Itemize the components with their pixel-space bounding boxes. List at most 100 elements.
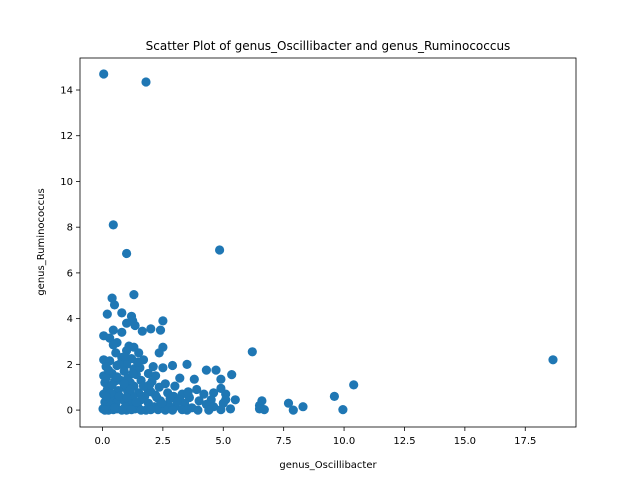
data-point: [125, 384, 135, 395]
data-point: [160, 405, 170, 415]
data-point: [122, 392, 132, 403]
data-point: [167, 405, 178, 415]
data-point: [146, 324, 156, 334]
data-point: [216, 374, 226, 384]
data-point: [170, 381, 180, 391]
data-point: [338, 405, 348, 415]
x-tick-label: 7.5: [276, 436, 292, 447]
data-point: [146, 405, 156, 415]
x-tick-label: 10.0: [333, 436, 355, 447]
y-tick-label: 14: [60, 86, 73, 97]
data-point: [209, 388, 219, 398]
data-point: [230, 395, 240, 405]
data-point: [103, 365, 114, 375]
data-point: [132, 357, 143, 367]
data-point: [122, 248, 132, 259]
data-point: [128, 368, 138, 379]
x-axis-label: genus_Oscillibacter: [279, 460, 377, 471]
data-point: [138, 381, 149, 391]
data-point: [119, 366, 129, 376]
data-point: [130, 320, 140, 331]
y-tick-label: 10: [60, 177, 73, 188]
data-point: [193, 405, 203, 415]
data-point: [211, 365, 221, 375]
data-point: [114, 391, 124, 401]
data-point: [182, 359, 192, 369]
data-point: [225, 404, 236, 414]
data-point: [167, 360, 178, 371]
x-tick-label: 5.0: [215, 436, 231, 447]
data-point: [548, 355, 558, 365]
y-tick-label: 12: [60, 131, 73, 142]
data-point: [109, 403, 120, 413]
data-point: [107, 380, 117, 390]
data-point: [201, 365, 211, 375]
data-point: [112, 372, 122, 382]
x-axis-ticks: 0.0 2.5 5.0 7.5 10.0 12.5 15.0 17.5: [95, 427, 536, 447]
data-points: [98, 69, 558, 415]
y-tick-label: 4: [67, 314, 73, 325]
y-axis-ticks: 0 2 4 6 8 10 12 14: [60, 86, 80, 417]
data-point: [154, 348, 164, 358]
data-point: [151, 390, 161, 400]
data-point: [108, 325, 118, 335]
data-point: [215, 245, 225, 255]
y-axis-label: genus_Ruminococcus: [36, 188, 47, 295]
data-point: [100, 405, 110, 415]
data-point: [117, 308, 127, 318]
data-point: [158, 316, 168, 326]
data-point: [329, 391, 339, 401]
data-point: [192, 384, 202, 395]
data-point: [227, 370, 237, 380]
data-point: [101, 391, 111, 401]
data-point: [108, 340, 118, 350]
data-point: [102, 309, 112, 319]
data-point: [136, 405, 146, 415]
data-point: [216, 405, 226, 415]
x-tick-label: 0.0: [95, 436, 111, 447]
chart-title: Scatter Plot of genus_Oscillibacter and …: [146, 39, 511, 53]
data-point: [101, 373, 111, 383]
data-point: [126, 405, 137, 415]
data-point: [148, 362, 158, 372]
data-point: [172, 397, 182, 407]
data-point: [158, 363, 168, 373]
data-point: [288, 405, 298, 415]
data-point: [154, 382, 164, 392]
data-point: [109, 300, 120, 310]
data-point: [117, 405, 127, 415]
data-point: [183, 387, 193, 397]
y-tick-label: 8: [67, 223, 73, 234]
data-point: [189, 374, 199, 384]
data-point: [155, 325, 166, 335]
data-point: [141, 77, 151, 87]
data-point: [105, 333, 115, 343]
y-tick-label: 0: [67, 406, 73, 417]
x-tick-label: 2.5: [155, 436, 171, 447]
data-point: [108, 220, 118, 230]
data-point: [165, 394, 175, 404]
data-point: [182, 405, 192, 415]
data-point: [204, 405, 214, 415]
data-point: [247, 347, 257, 357]
data-point: [194, 396, 204, 406]
data-point: [120, 351, 130, 361]
data-point: [349, 380, 359, 390]
data-point: [137, 326, 147, 336]
x-tick-label: 15.0: [454, 436, 476, 447]
x-tick-label: 17.5: [514, 436, 536, 447]
data-point: [117, 327, 127, 337]
data-point: [143, 368, 153, 379]
data-point: [131, 397, 141, 407]
data-point: [283, 398, 294, 408]
data-point: [134, 348, 144, 358]
data-point: [99, 69, 109, 79]
x-tick-label: 12.5: [393, 436, 415, 447]
data-point: [298, 402, 308, 412]
data-point: [129, 290, 139, 300]
data-point: [122, 318, 132, 328]
data-point: [199, 389, 209, 399]
y-tick-label: 6: [67, 268, 73, 279]
